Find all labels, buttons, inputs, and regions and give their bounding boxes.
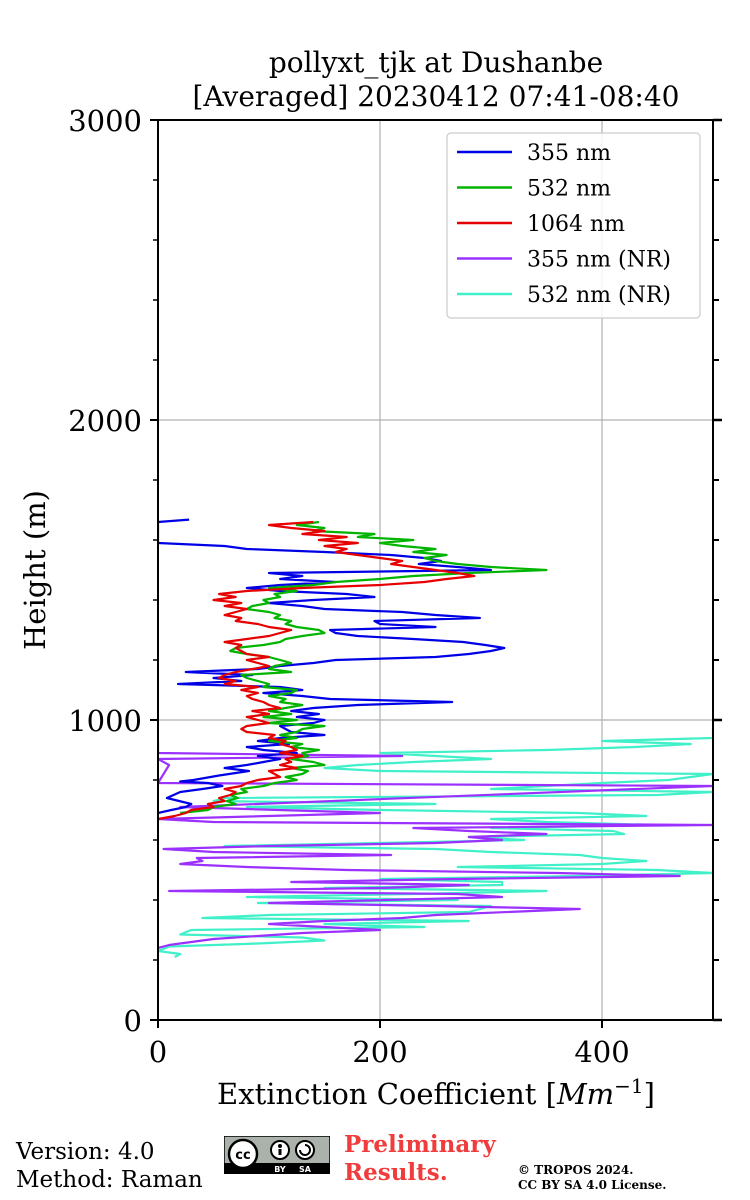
y-tick-label-1: 1000 xyxy=(68,704,142,738)
cc-icon: cc xyxy=(235,1148,250,1163)
legend: 355 nm 532 nm 1064 nm 355 nm (NR) 532 nm (NR… xyxy=(446,132,701,319)
chart-title-line-1: pollyxt_tjk at Dushanbe xyxy=(269,46,603,79)
x-tick-label-1: 200 xyxy=(352,1035,407,1069)
legend-label-0: 355 nm xyxy=(527,141,611,166)
legend-box xyxy=(446,132,701,319)
copyright-line-1: © TROPOS 2024. xyxy=(518,1163,634,1177)
preliminary-line-1: Preliminary xyxy=(344,1131,496,1158)
x-axis-label: Extinction Coefficient [Mm−1] xyxy=(217,1074,655,1111)
preliminary-line-2: Results. xyxy=(344,1159,448,1186)
x-tick-label-2: 400 xyxy=(574,1035,629,1069)
y-tick-label-0: 0 xyxy=(124,1004,142,1038)
axis-ticks: 0 200 400 0 1000 2000 3000 xyxy=(68,104,722,1069)
version-text: Version: 4.0 xyxy=(16,1139,155,1165)
sa-label: SA xyxy=(299,1165,312,1174)
series-line-355-nm xyxy=(158,518,506,815)
series-line-1064-nm xyxy=(158,520,476,821)
x-tick-label-0: 0 xyxy=(149,1035,167,1069)
preliminary-results-note: Preliminary Results. xyxy=(344,1131,496,1187)
copyright-note: © TROPOS 2024. CC BY SA 4.0 License. xyxy=(518,1163,666,1193)
legend-label-3: 355 nm (NR) xyxy=(527,248,671,273)
series-line-532-nm-nr- xyxy=(158,729,713,958)
cc-license-badge: cc BY SA xyxy=(224,1136,330,1174)
legend-label-1: 532 nm xyxy=(527,177,611,202)
chart-title-line-2: [Averaged] 20230412 07:41-08:40 xyxy=(193,80,680,113)
series-line-532-nm xyxy=(180,520,548,815)
copyright-line-2: CC BY SA 4.0 License. xyxy=(518,1178,667,1192)
plot-frame xyxy=(157,119,714,1021)
y-axis-label: Height (m) xyxy=(18,490,52,650)
series-line-355-nm-nr- xyxy=(158,741,713,950)
footer-info: Version: 4.0 Method: Raman xyxy=(16,1138,203,1194)
legend-label-2: 1064 nm xyxy=(527,212,625,237)
by-label: BY xyxy=(274,1165,286,1174)
y-tick-label-2: 2000 xyxy=(68,404,142,438)
series-lines xyxy=(158,518,713,958)
method-text: Method: Raman xyxy=(16,1167,203,1193)
legend-label-4: 532 nm (NR) xyxy=(527,283,671,308)
y-tick-label-3: 3000 xyxy=(68,104,142,138)
